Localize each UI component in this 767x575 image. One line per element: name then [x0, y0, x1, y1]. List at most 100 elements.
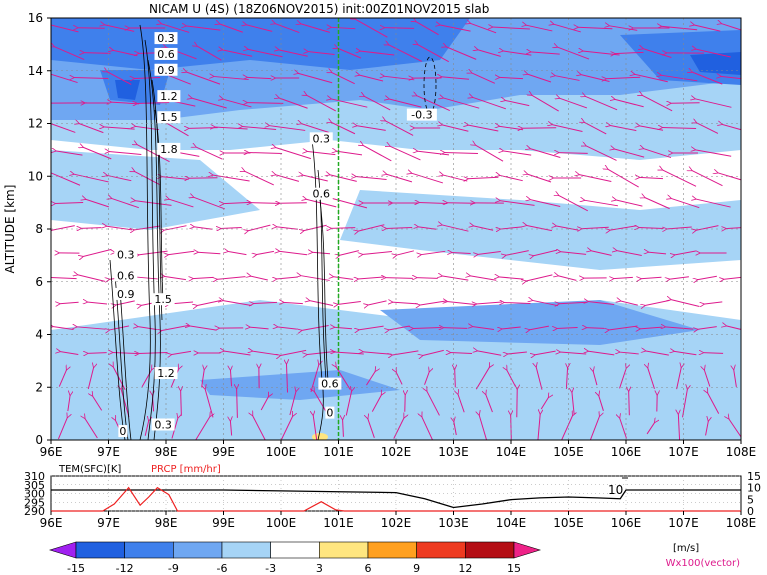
wind-vector — [113, 50, 138, 57]
surface-x-tick-label: 98E — [155, 516, 178, 530]
wind-vector — [333, 277, 354, 280]
wind-vector — [60, 351, 79, 356]
wind-vector — [193, 277, 214, 278]
colorbar: -15 -12 -9 -6 -3 3 6 9 12 15 — [48, 541, 542, 575]
y-tick-label: 14 — [28, 64, 43, 78]
contour-line — [311, 139, 324, 440]
wind-vector — [558, 153, 588, 154]
contour-label-background — [406, 108, 437, 121]
wind-vector — [217, 276, 246, 280]
contour-label: 0.6 — [313, 188, 331, 201]
wind-vector — [136, 144, 170, 163]
wind-vector — [168, 250, 195, 254]
vector-scale-note: Wx100(vector) — [666, 558, 741, 569]
wind-vector — [717, 173, 741, 181]
wind-vector — [661, 26, 698, 31]
wind-vector — [662, 128, 697, 129]
surface-x-tick-label: 108E — [726, 516, 757, 530]
contour-label: 0.3 — [154, 418, 172, 431]
wind-vector — [671, 198, 700, 209]
contour-label-background — [114, 287, 138, 300]
x-tick-label: 104E — [496, 445, 527, 459]
wind-vector — [81, 228, 102, 229]
shade-medium-lower — [380, 300, 700, 345]
wind-vector — [644, 299, 670, 305]
wind-vector — [468, 177, 499, 179]
wind-vector — [289, 391, 296, 416]
wind-vector — [161, 24, 190, 33]
surface-axis-ticks: 96E 97E 98E 99E 100E 101E 102E 103E 104E 105E 106E… — [24, 470, 761, 530]
wind-vector — [475, 145, 504, 162]
wind-vector — [477, 251, 501, 255]
contour-label-background — [114, 248, 138, 261]
x-tick-label: 99E — [212, 445, 235, 459]
wind-vector — [643, 148, 672, 159]
wind-vector — [558, 195, 589, 212]
wind-vector — [674, 250, 696, 255]
wind-vector — [578, 27, 613, 28]
wind-vector — [527, 174, 552, 183]
wind-vector — [52, 326, 74, 331]
colorbar-tick-label: 3 — [316, 562, 323, 575]
wind-vector — [666, 227, 692, 229]
wind-vector — [552, 124, 583, 133]
wind-vector — [704, 301, 723, 304]
wind-vector — [396, 250, 414, 255]
wind-vector — [197, 46, 222, 61]
wind-vector — [422, 349, 444, 355]
wind-vector — [646, 422, 655, 435]
wind-vector — [280, 416, 293, 440]
wind-vector — [593, 371, 598, 386]
wind-vector — [443, 98, 480, 109]
wind-vector — [334, 327, 353, 329]
wind-vectors — [51, 19, 741, 440]
wind-vector — [451, 252, 471, 253]
wind-vector — [371, 394, 381, 412]
shade-darkest-right — [690, 52, 741, 75]
wind-vector — [343, 419, 344, 437]
wind-vector — [695, 99, 732, 108]
wind-vector — [307, 151, 336, 156]
x-tick-label: 96E — [40, 445, 63, 459]
colorbar-bin — [465, 541, 515, 559]
y-tick-label: 4 — [35, 328, 43, 342]
wind-vector — [734, 369, 737, 388]
wind-vector — [313, 415, 318, 440]
wind-vector — [300, 24, 330, 33]
surface-left-tick-label: 310 — [24, 470, 45, 483]
wind-vector — [486, 394, 493, 413]
wind-vector — [648, 367, 655, 389]
contour-label: 0 — [326, 407, 333, 420]
wind-vector — [364, 96, 391, 111]
wind-vector — [619, 417, 627, 439]
contour-label: 0.3 — [117, 248, 135, 261]
wind-vector — [51, 277, 77, 280]
wind-vector — [279, 251, 308, 256]
wind-vector — [696, 225, 719, 231]
wind-vector — [418, 227, 437, 230]
contour-label-background — [157, 111, 181, 124]
contour-label-background — [118, 425, 128, 438]
wind-vector — [336, 366, 351, 390]
wind-vector — [505, 250, 529, 256]
colorbar-tick-label: 15 — [507, 562, 521, 575]
y-tick-label: 16 — [28, 11, 43, 25]
contour-label-background — [154, 63, 178, 76]
wind-vector — [645, 351, 669, 356]
wind-vector — [195, 147, 223, 160]
colorbar-bin — [221, 541, 271, 559]
wind-vector — [73, 174, 109, 183]
wind-vector — [189, 178, 218, 179]
wind-vector — [87, 353, 107, 354]
contour-label: 0.6 — [117, 269, 135, 282]
wind-vector — [725, 227, 741, 228]
wind-vector — [588, 302, 615, 305]
wind-vector — [616, 251, 642, 256]
y-tick-label: 12 — [28, 117, 43, 131]
colorbar-tick-label: -3 — [265, 562, 276, 575]
wind-vector — [269, 126, 306, 131]
wind-vector — [424, 371, 430, 385]
wind-vector — [526, 225, 552, 232]
wind-vector — [286, 363, 287, 393]
contour-label-background — [154, 47, 178, 60]
